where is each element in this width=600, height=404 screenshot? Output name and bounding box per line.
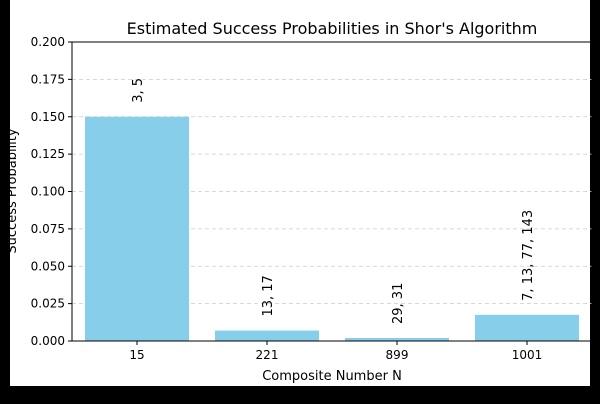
- bar-value-label: 7, 13, 77, 143: [521, 210, 536, 301]
- x-tick-label: 899: [386, 348, 409, 362]
- bar-labels-group: 3, 5 13, 17 29, 31 7, 13, 77, 143: [131, 78, 536, 324]
- x-tick-label: 15: [129, 348, 144, 362]
- x-tick-label: 1001: [512, 348, 543, 362]
- x-axis-label: Composite Number N: [262, 369, 402, 384]
- chart-title: Estimated Success Probabilities in Shor'…: [127, 19, 538, 38]
- y-axis-label: Success Probability: [5, 128, 20, 253]
- y-tick-label: 0.050: [31, 259, 65, 273]
- bar-value-label: 29, 31: [391, 283, 406, 324]
- plot-frame: [71, 41, 593, 342]
- axes-group: 0.000 0.025 0.050 0.075 0.100 0.125 0.150 0.175…: [31, 35, 593, 362]
- y-tick-label: 0.075: [31, 222, 65, 236]
- x-tick-label: 221: [256, 348, 279, 362]
- bar: [345, 338, 449, 341]
- y-tick-label: 0.000: [31, 334, 65, 348]
- bars-group: [85, 116, 579, 341]
- y-tick-label: 0.100: [31, 185, 65, 199]
- bar: [85, 116, 189, 341]
- bar-value-label: 3, 5: [131, 78, 146, 103]
- bar: [215, 330, 319, 341]
- y-tick-label: 0.150: [31, 110, 65, 124]
- y-tick-label: 0.025: [31, 297, 65, 311]
- y-tick-label: 0.175: [31, 72, 65, 86]
- bar: [475, 314, 579, 341]
- y-tick-label: 0.125: [31, 147, 65, 161]
- bar-value-label: 13, 17: [261, 275, 276, 316]
- y-tick-label: 0.200: [31, 35, 65, 49]
